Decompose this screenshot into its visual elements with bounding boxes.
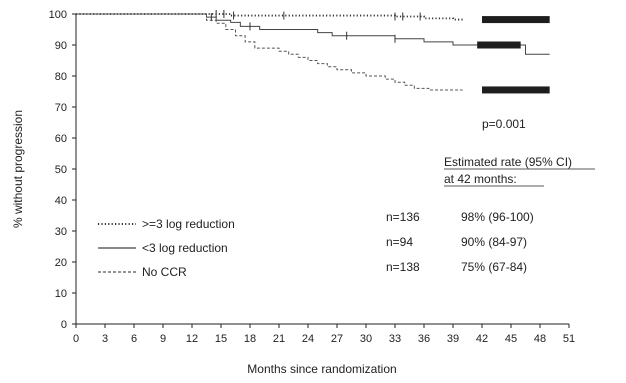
y-tick-label: 10 (55, 288, 67, 300)
rate-label-2: 90% (84-97) (461, 235, 527, 249)
x-tick-label: 42 (476, 333, 488, 345)
x-tick-label: 6 (131, 333, 137, 345)
y-axis-label: % without progression (11, 110, 25, 228)
legend-label-3: No CCR (142, 265, 187, 279)
y-tick-label: 100 (49, 9, 67, 21)
x-tick-label: 51 (563, 333, 575, 345)
x-tick-label: 45 (505, 333, 517, 345)
x-tick-label: 18 (244, 333, 256, 345)
x-tick-label: 48 (534, 333, 546, 345)
rate-label-1: 98% (96-100) (461, 210, 534, 224)
y-tick-label: 50 (55, 164, 67, 176)
x-tick-label: 9 (160, 333, 166, 345)
rate-label-3: 75% (67-84) (461, 260, 527, 274)
x-tick-label: 24 (302, 333, 314, 345)
x-axis-label: Months since randomization (247, 362, 396, 376)
x-tick-group: 0 3 6 9 12 15 18 21 24 27 30 33 36 39 42 45 48 51 (73, 324, 575, 345)
y-tick-label: 30 (55, 226, 67, 238)
x-tick-label: 3 (102, 333, 108, 345)
n-label-3: n=138 (386, 260, 420, 274)
rate-table: n=136 98% (96-100) n=94 90% (84-97) n=138 75%… (386, 210, 534, 274)
n-label-1: n=136 (386, 210, 420, 224)
y-tick-label: 80 (55, 71, 67, 83)
x-tick-label: 30 (360, 333, 372, 345)
y-tick-group: 0 10 20 30 40 50 60 70 80 90 100 (49, 9, 76, 331)
plot-area (76, 10, 550, 94)
rate-header-line1: Estimated rate (95% CI) (444, 155, 572, 169)
legend-label-2: <3 log reduction (142, 241, 228, 255)
legend: >=3 log reduction <3 log reduction No CCR (98, 217, 235, 279)
x-tick-label: 33 (389, 333, 401, 345)
series-line-1 (76, 13, 463, 21)
y-tick-label: 70 (55, 102, 67, 114)
y-tick-label: 40 (55, 195, 67, 207)
y-tick-label: 20 (55, 257, 67, 269)
legend-label-1: >=3 log reduction (142, 217, 235, 231)
rate-header-line2: at 42 months: (444, 172, 517, 186)
x-tick-label: 12 (186, 333, 198, 345)
series-line-3 (76, 13, 463, 91)
x-tick-label: 36 (418, 333, 430, 345)
y-tick-label: 0 (61, 319, 67, 331)
x-tick-label: 21 (273, 333, 285, 345)
n-label-2: n=94 (386, 235, 413, 249)
y-tick-label: 90 (55, 40, 67, 52)
censor-block-1 (482, 16, 550, 24)
x-tick-label: 0 (73, 333, 79, 345)
y-tick-label: 60 (55, 133, 67, 145)
censor-block-2 (477, 41, 521, 49)
series-line-2 (76, 13, 550, 55)
p-value-label: p=0.001 (482, 117, 526, 131)
x-tick-label: 15 (215, 333, 227, 345)
censor-block-3 (482, 86, 550, 94)
x-tick-label: 27 (331, 333, 343, 345)
x-tick-label: 39 (447, 333, 459, 345)
